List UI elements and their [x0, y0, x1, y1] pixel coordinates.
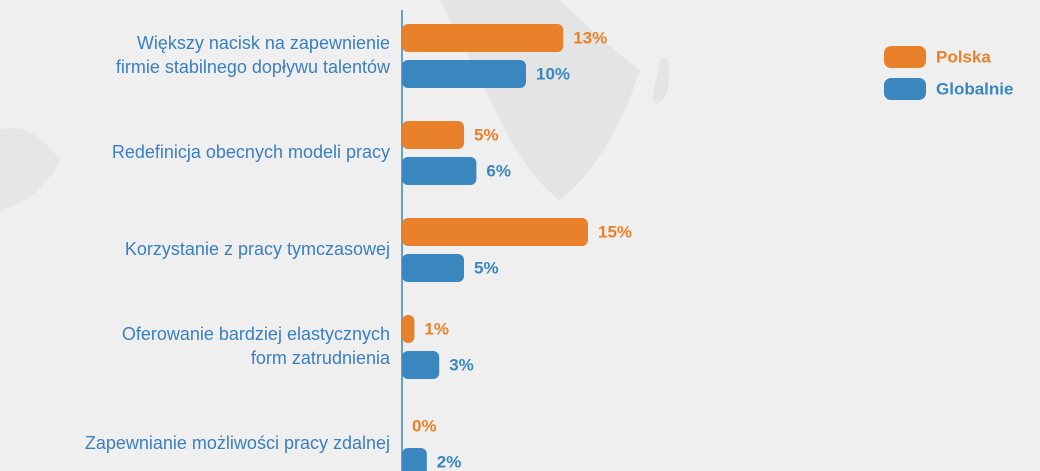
value-label: 6%: [486, 161, 511, 180]
map-shape: [652, 58, 669, 104]
bar: [402, 448, 427, 471]
value-label: 1%: [424, 319, 449, 338]
value-label: 0%: [412, 416, 437, 435]
category-label: firmie stabilnego dopływu talentów: [116, 57, 391, 77]
value-label: 10%: [536, 64, 570, 83]
value-label: 5%: [474, 258, 499, 277]
legend-swatch: [884, 46, 926, 68]
bar: [402, 351, 440, 379]
bar: [402, 60, 526, 88]
value-label: 15%: [598, 222, 632, 241]
category-label: Oferowanie bardziej elastycznych: [122, 324, 390, 344]
category-label: form zatrudnienia: [251, 348, 391, 368]
bar: [402, 157, 477, 185]
value-label: 5%: [474, 125, 499, 144]
legend-swatch: [884, 78, 926, 100]
value-label: 13%: [573, 28, 607, 47]
bar: [402, 218, 588, 246]
category-label: Większy nacisk na zapewnienie: [137, 33, 390, 53]
category-label: Zapewnianie możliwości pracy zdalnej: [85, 433, 390, 453]
bar: [402, 24, 564, 52]
value-label: 3%: [449, 355, 474, 374]
category-label: Korzystanie z pracy tymczasowej: [125, 239, 390, 259]
map-shape: [0, 128, 60, 210]
legend-label: Polska: [936, 47, 991, 66]
category-label: Redefinicja obecnych modeli pracy: [112, 142, 390, 162]
legend-label: Globalnie: [936, 79, 1013, 98]
bar: [402, 121, 464, 149]
value-label: 2%: [437, 452, 462, 471]
bar: [402, 315, 415, 343]
bar: [402, 254, 464, 282]
